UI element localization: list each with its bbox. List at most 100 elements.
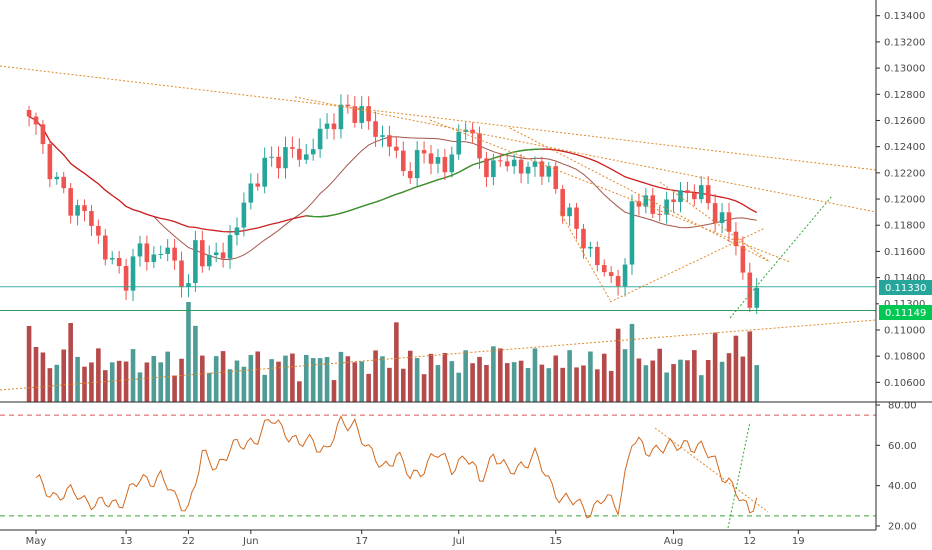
candle[interactable] [158, 245, 164, 260]
trendline-drop[interactable] [559, 211, 611, 301]
candle[interactable] [283, 136, 288, 179]
candle[interactable] [26, 105, 32, 127]
candle[interactable] [435, 148, 441, 174]
candle[interactable] [241, 192, 247, 237]
candle[interactable] [532, 156, 538, 177]
candle[interactable] [255, 173, 261, 191]
trendline-wedge-upper[interactable] [659, 181, 771, 263]
candle[interactable] [511, 154, 517, 175]
candle[interactable] [359, 96, 365, 129]
candle[interactable] [518, 154, 524, 184]
candle[interactable] [754, 277, 760, 315]
candle[interactable] [414, 141, 420, 187]
candle[interactable] [75, 199, 80, 226]
candle[interactable] [581, 223, 586, 259]
candle[interactable] [629, 194, 635, 275]
candle[interactable] [553, 162, 559, 194]
candle[interactable] [491, 153, 496, 186]
candle[interactable] [234, 217, 240, 246]
candle[interactable] [96, 219, 101, 244]
candle[interactable] [456, 124, 462, 160]
candle[interactable] [338, 94, 344, 139]
candle[interactable] [657, 206, 662, 222]
candle[interactable] [498, 154, 503, 167]
candle[interactable] [33, 112, 39, 135]
trendline-long-descending[interactable] [0, 65, 877, 171]
candle[interactable] [373, 111, 378, 147]
trendline-upper-channel[interactable] [294, 96, 877, 213]
candle[interactable] [61, 171, 67, 194]
candle[interactable] [671, 191, 676, 213]
candle[interactable] [442, 148, 448, 181]
candle[interactable] [747, 262, 753, 313]
candle[interactable] [144, 235, 150, 271]
candle[interactable] [68, 182, 73, 224]
candle[interactable] [726, 202, 732, 243]
candle[interactable] [262, 147, 267, 194]
candle[interactable] [525, 161, 531, 184]
candle[interactable] [40, 120, 46, 154]
candle[interactable] [484, 151, 489, 187]
candle[interactable] [705, 176, 711, 210]
candle[interactable] [317, 118, 323, 158]
candle[interactable] [345, 94, 351, 114]
candle[interactable] [310, 138, 316, 161]
candle[interactable] [103, 229, 108, 266]
candle[interactable] [116, 250, 122, 274]
candle[interactable] [172, 238, 177, 270]
candle[interactable] [248, 173, 254, 210]
candle[interactable] [421, 141, 427, 164]
candle[interactable] [685, 181, 690, 203]
candle[interactable] [324, 113, 330, 139]
candle[interactable] [643, 188, 649, 214]
candle[interactable] [504, 155, 510, 172]
candle[interactable] [470, 122, 475, 144]
trendline-rising-support[interactable] [0, 319, 877, 391]
candle[interactable] [227, 225, 233, 269]
candle[interactable] [297, 138, 302, 167]
candle[interactable] [89, 204, 94, 236]
candle[interactable] [692, 184, 697, 206]
trendline-steep[interactable] [509, 127, 771, 263]
rsi-pane[interactable]: 80.00 60.00 40.00 20.00 [0, 401, 917, 533]
candle[interactable] [539, 156, 545, 186]
rsi-line[interactable] [35, 415, 758, 519]
candle[interactable] [428, 144, 434, 175]
candle[interactable] [137, 235, 143, 267]
candle[interactable] [220, 242, 226, 268]
candle[interactable] [387, 125, 392, 157]
candle[interactable] [622, 258, 628, 297]
candle[interactable] [179, 251, 184, 298]
candle[interactable] [567, 203, 572, 226]
candle[interactable] [615, 269, 621, 296]
candle[interactable] [123, 258, 129, 301]
candle[interactable] [595, 241, 600, 272]
rsi-trendline[interactable] [654, 427, 769, 513]
candle[interactable] [47, 139, 53, 188]
candle[interactable] [636, 194, 642, 216]
candle[interactable] [200, 230, 205, 273]
candle[interactable] [186, 273, 191, 298]
candle[interactable] [400, 141, 406, 177]
candle[interactable] [193, 230, 198, 292]
candle[interactable] [109, 251, 115, 265]
candle[interactable] [698, 176, 704, 204]
candle[interactable] [206, 245, 212, 271]
candle[interactable] [151, 246, 157, 269]
candle[interactable] [82, 199, 87, 222]
time-axis[interactable]: May 13 22 Jun 17 Jul 15 Aug 12 19 [26, 530, 805, 547]
candle[interactable] [290, 136, 295, 159]
candle[interactable] [130, 248, 136, 302]
candle[interactable] [588, 241, 593, 258]
candle[interactable] [546, 161, 552, 183]
candle[interactable] [449, 146, 455, 178]
candle[interactable] [664, 191, 669, 224]
candle[interactable] [719, 202, 725, 234]
candle[interactable] [712, 193, 718, 232]
candle[interactable] [394, 137, 399, 159]
candle[interactable] [366, 96, 371, 130]
candle[interactable] [608, 266, 614, 284]
candle[interactable] [352, 96, 358, 128]
candle[interactable] [213, 242, 219, 263]
